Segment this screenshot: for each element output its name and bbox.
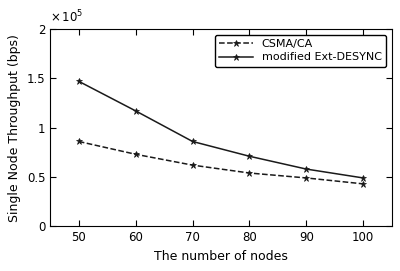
X-axis label: The number of nodes: The number of nodes [154,250,288,263]
modified Ext-DESYNC [190,140,195,143]
Y-axis label: Single Node Throughput (bps): Single Node Throughput (bps) [8,34,21,222]
CSMA/CA [133,153,138,156]
Text: $\times\,10^5$: $\times\,10^5$ [50,9,84,25]
modified Ext-DESYNC [133,109,138,112]
CSMA/CA [190,163,195,167]
CSMA/CA [247,171,252,175]
CSMA/CA [76,140,81,143]
modified Ext-DESYNC [361,176,366,180]
Line: CSMA/CA: CSMA/CA [75,138,367,187]
CSMA/CA [304,176,309,180]
modified Ext-DESYNC [304,167,309,171]
modified Ext-DESYNC [76,80,81,83]
modified Ext-DESYNC [247,155,252,158]
CSMA/CA [361,182,366,185]
Line: modified Ext-DESYNC: modified Ext-DESYNC [75,78,367,181]
Legend: CSMA/CA, modified Ext-DESYNC: CSMA/CA, modified Ext-DESYNC [215,35,386,67]
